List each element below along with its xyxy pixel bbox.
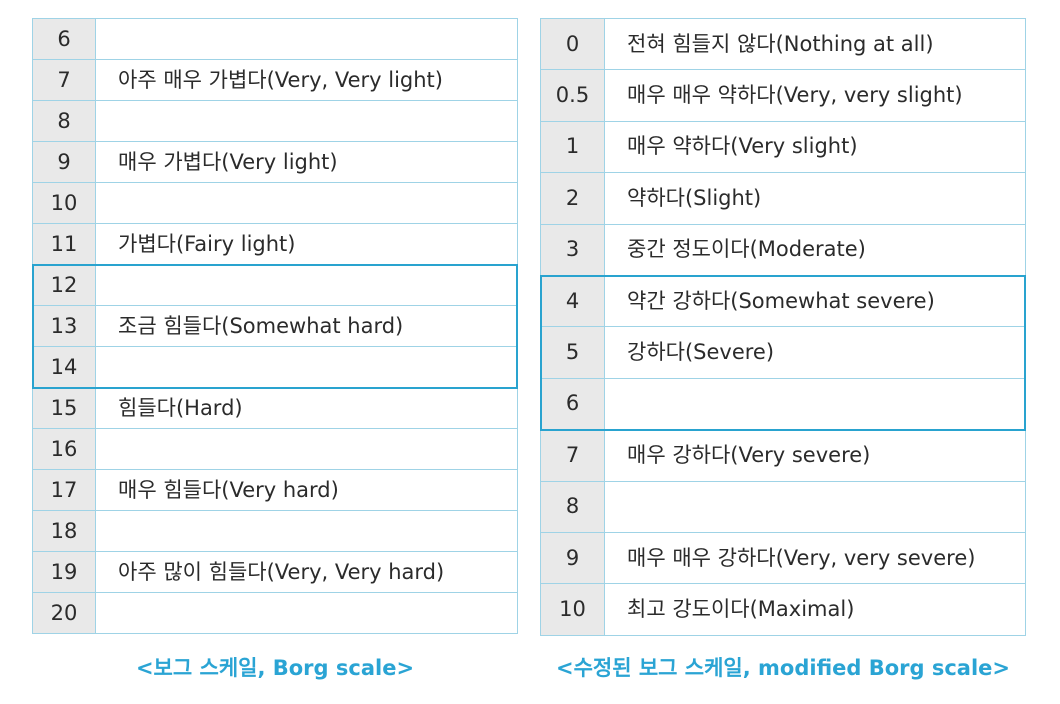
scale-description: 매우 매우 약하다(Very, very slight) bbox=[604, 69, 1026, 122]
scale-value: 13 bbox=[32, 305, 96, 347]
scale-value: 20 bbox=[32, 592, 96, 634]
scale-value: 10 bbox=[32, 182, 96, 224]
scale-description bbox=[95, 346, 518, 388]
scale-value: 0 bbox=[540, 17, 605, 71]
table-row: 13 조금 힘들다(Somewhat hard) bbox=[32, 305, 518, 347]
scale-description: 매우 매우 강하다(Very, very severe) bbox=[604, 531, 1026, 585]
table-row: 16 bbox=[32, 428, 518, 470]
scale-value: 4 bbox=[540, 274, 605, 328]
table-row: 14 bbox=[32, 346, 518, 388]
scale-description: 매우 가볍다(Very light) bbox=[95, 141, 518, 183]
scale-value: 17 bbox=[32, 469, 96, 511]
table-row: 10 최고 강도이다(Maximal) bbox=[540, 583, 1026, 636]
scale-value: 2 bbox=[540, 172, 605, 225]
table-row: 19 아주 많이 힘들다(Very, Very hard) bbox=[32, 551, 518, 593]
scale-description: 매우 강하다(Very severe) bbox=[604, 429, 1026, 482]
scale-description: 가볍다(Fairy light) bbox=[95, 223, 518, 265]
scale-value: 7 bbox=[540, 429, 605, 482]
table-row: 3 중간 정도이다(Moderate) bbox=[540, 223, 1026, 276]
scale-value: 9 bbox=[32, 141, 96, 183]
scale-value: 6 bbox=[540, 377, 605, 431]
scale-description: 아주 매우 가볍다(Very, Very light) bbox=[95, 59, 518, 101]
scale-description bbox=[95, 264, 518, 306]
scale-value: 15 bbox=[32, 387, 96, 429]
scale-description: 최고 강도이다(Maximal) bbox=[604, 583, 1026, 636]
scale-description bbox=[95, 592, 518, 634]
scale-description: 중간 정도이다(Moderate) bbox=[604, 223, 1026, 276]
scale-value: 14 bbox=[32, 346, 96, 388]
scale-description: 매우 힘들다(Very hard) bbox=[95, 469, 518, 511]
scale-description bbox=[604, 377, 1026, 431]
scale-value: 16 bbox=[32, 428, 96, 470]
table-row: 9 매우 매우 강하다(Very, very severe) bbox=[540, 531, 1026, 585]
table-row: 6 bbox=[32, 18, 518, 60]
table-row: 2 약하다(Slight) bbox=[540, 172, 1026, 225]
table-row: 0 전혀 힘들지 않다(Nothing at all) bbox=[540, 17, 1026, 71]
scale-description: 힘들다(Hard) bbox=[95, 387, 518, 429]
scale-value: 11 bbox=[32, 223, 96, 265]
scale-value: 1 bbox=[540, 120, 605, 174]
scale-description: 조금 힘들다(Somewhat hard) bbox=[95, 305, 518, 347]
scale-description: 강하다(Severe) bbox=[604, 326, 1026, 379]
modified-borg-scale-panel: 0 전혀 힘들지 않다(Nothing at all) 0.5 매우 매우 약하다(… bbox=[540, 17, 1026, 636]
scale-value: 7 bbox=[32, 59, 96, 101]
table-row: 18 bbox=[32, 510, 518, 552]
table-row: 12 bbox=[32, 264, 518, 306]
table-row: 20 bbox=[32, 592, 518, 634]
table-row: 7 매우 강하다(Very severe) bbox=[540, 429, 1026, 482]
scale-description: 약간 강하다(Somewhat severe) bbox=[604, 274, 1026, 328]
scale-description: 전혀 힘들지 않다(Nothing at all) bbox=[604, 17, 1026, 71]
scale-value: 12 bbox=[32, 264, 96, 306]
table-row: 8 bbox=[540, 480, 1026, 533]
modified-borg-scale-caption: <수정된 보그 스케일, modified Borg scale> bbox=[555, 656, 1011, 680]
scale-value: 5 bbox=[540, 326, 605, 379]
table-row: 11 가볍다(Fairy light) bbox=[32, 223, 518, 265]
scale-description bbox=[604, 480, 1026, 533]
table-row: 10 bbox=[32, 182, 518, 224]
scale-value: 19 bbox=[32, 551, 96, 593]
borg-scale-caption: <보그 스케일, Borg scale> bbox=[135, 656, 415, 680]
scale-description: 아주 많이 힘들다(Very, Very hard) bbox=[95, 551, 518, 593]
scale-value: 3 bbox=[540, 223, 605, 276]
scale-description bbox=[95, 182, 518, 224]
table-row: 8 bbox=[32, 100, 518, 142]
borg-scale-table: 6 7 아주 매우 가볍다(Very, Very light) 8 9 매우 가볍다… bbox=[32, 18, 518, 634]
borg-scale-panel: 6 7 아주 매우 가볍다(Very, Very light) 8 9 매우 가볍다… bbox=[32, 18, 518, 634]
table-row: 0.5 매우 매우 약하다(Very, very slight) bbox=[540, 69, 1026, 122]
scale-value: 6 bbox=[32, 18, 96, 60]
scale-description bbox=[95, 510, 518, 552]
table-row: 17 매우 힘들다(Very hard) bbox=[32, 469, 518, 511]
table-row: 5 강하다(Severe) bbox=[540, 326, 1026, 379]
scale-value: 9 bbox=[540, 531, 605, 585]
scale-value: 0.5 bbox=[540, 69, 605, 122]
table-row: 15 힘들다(Hard) bbox=[32, 387, 518, 429]
scale-description bbox=[95, 100, 518, 142]
table-row: 1 매우 약하다(Very slight) bbox=[540, 120, 1026, 174]
scale-value: 8 bbox=[32, 100, 96, 142]
table-row: 9 매우 가볍다(Very light) bbox=[32, 141, 518, 183]
scale-description: 약하다(Slight) bbox=[604, 172, 1026, 225]
table-row: 4 약간 강하다(Somewhat severe) bbox=[540, 274, 1026, 328]
table-row: 7 아주 매우 가볍다(Very, Very light) bbox=[32, 59, 518, 101]
scale-value: 10 bbox=[540, 583, 605, 636]
scale-description bbox=[95, 428, 518, 470]
scale-value: 8 bbox=[540, 480, 605, 533]
scale-description: 매우 약하다(Very slight) bbox=[604, 120, 1026, 174]
scale-value: 18 bbox=[32, 510, 96, 552]
table-row: 6 bbox=[540, 377, 1026, 431]
modified-borg-scale-table: 0 전혀 힘들지 않다(Nothing at all) 0.5 매우 매우 약하다(… bbox=[540, 17, 1026, 636]
scale-description bbox=[95, 18, 518, 60]
